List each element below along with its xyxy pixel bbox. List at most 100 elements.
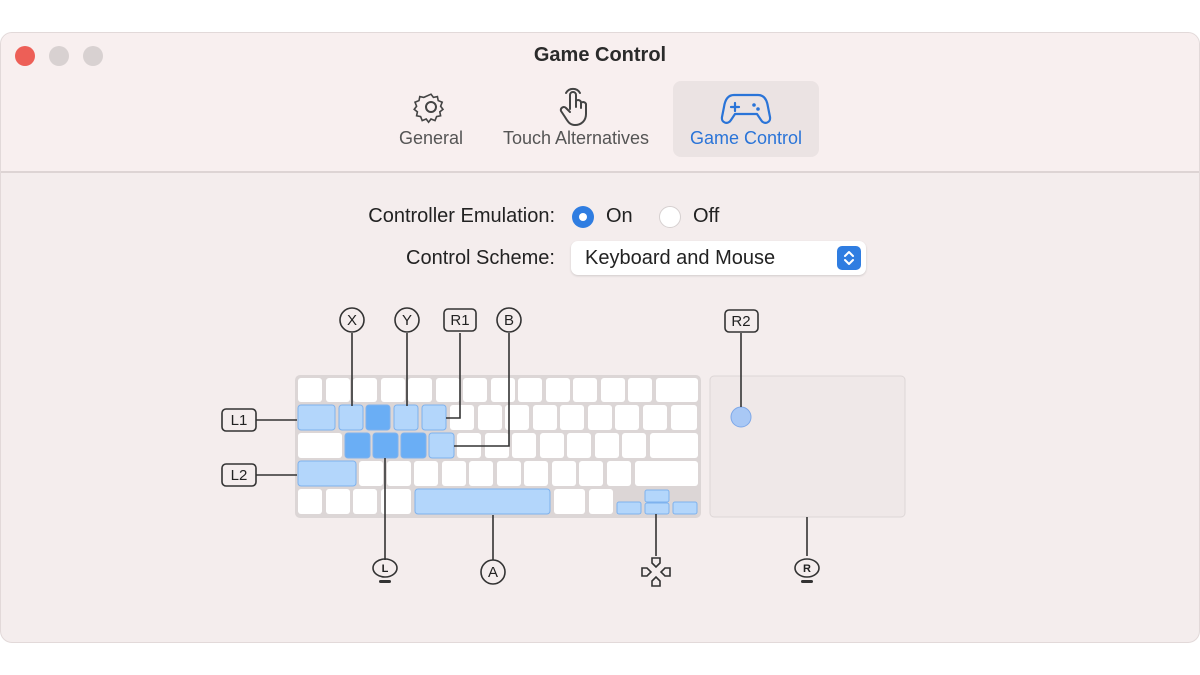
tab-game-control[interactable]: Game Control [673, 81, 819, 157]
control-scheme-value: Keyboard and Mouse [585, 247, 776, 269]
key [601, 378, 625, 402]
key [353, 489, 377, 514]
mapped-key [297, 404, 336, 431]
key [353, 378, 377, 402]
key [326, 489, 350, 514]
key [491, 378, 515, 402]
right-stick-icon: R [794, 558, 820, 583]
mapped-key [400, 432, 427, 459]
key [650, 433, 698, 458]
tab-general[interactable]: General [389, 81, 473, 157]
svg-text:L2: L2 [231, 467, 248, 484]
key [607, 461, 631, 486]
key [442, 461, 466, 486]
key [524, 461, 548, 486]
key [298, 433, 342, 458]
toolbar: Game Control General Touch Alternatives [1, 33, 1199, 173]
tab-label: Game Control [689, 128, 803, 148]
key [512, 433, 536, 458]
svg-text:Y: Y [402, 312, 412, 329]
key [478, 405, 502, 430]
mapped-key [297, 460, 357, 487]
on-label: On [606, 205, 633, 227]
key [567, 433, 591, 458]
key [387, 461, 411, 486]
key [298, 489, 322, 514]
emulation-off-radio[interactable] [659, 206, 681, 228]
r1-button-label: R1 [443, 308, 477, 332]
r2-button-label: R2 [724, 309, 759, 333]
gear-icon [413, 93, 445, 124]
key [298, 378, 322, 402]
control-scheme-select[interactable]: Keyboard and Mouse [571, 241, 866, 275]
gamecontroller-icon [720, 93, 772, 124]
key [656, 378, 698, 402]
mapped-key [393, 404, 419, 431]
key [546, 378, 570, 402]
key [450, 405, 474, 430]
hand-tap-icon [559, 87, 587, 126]
y-button-label: Y [394, 307, 420, 333]
key [463, 378, 487, 402]
key [595, 433, 619, 458]
key [381, 489, 411, 514]
key [622, 433, 646, 458]
key [436, 378, 460, 402]
svg-text:X: X [347, 312, 357, 329]
control-scheme-label: Control Scheme: [406, 247, 555, 269]
tab-label: General [398, 128, 464, 148]
svg-text:R2: R2 [731, 313, 750, 330]
key [497, 461, 521, 486]
key [533, 405, 557, 430]
key [540, 433, 564, 458]
key [635, 461, 698, 486]
key [469, 461, 493, 486]
controller-emulation-label: Controller Emulation: [368, 205, 555, 227]
key [518, 378, 542, 402]
key [615, 405, 639, 430]
key [381, 378, 405, 402]
key [554, 489, 585, 514]
key [671, 405, 697, 430]
mapped-key [421, 404, 447, 431]
mapped-key [344, 432, 371, 459]
key [359, 461, 383, 486]
minimize-button[interactable] [49, 46, 69, 66]
key [579, 461, 603, 486]
key [326, 378, 350, 402]
off-label: Off [693, 205, 720, 227]
svg-text:R1: R1 [450, 312, 469, 329]
mapped-key [414, 488, 551, 515]
key [573, 378, 597, 402]
mouse-pointer-marker [730, 406, 752, 428]
tab-touch-alternatives[interactable]: Touch Alternatives [487, 81, 665, 157]
x-button-label: X [339, 307, 365, 333]
left-stick-icon: L [372, 558, 398, 583]
svg-text:L: L [382, 563, 389, 575]
b-button-label: B [496, 307, 522, 333]
game-control-window: Game Control General Touch Alternatives [0, 32, 1200, 643]
key [588, 405, 612, 430]
chevron-updown-icon [837, 246, 861, 270]
dpad-icon [641, 557, 671, 587]
a-button-label: A [480, 559, 506, 585]
close-button[interactable] [15, 46, 35, 66]
key [505, 405, 529, 430]
arrow-key [644, 489, 670, 503]
svg-text:B: B [504, 312, 514, 329]
key [552, 461, 576, 486]
key [414, 461, 438, 486]
svg-text:A: A [488, 564, 498, 581]
key [643, 405, 667, 430]
key [628, 378, 652, 402]
mapped-key [365, 404, 391, 431]
zoom-button[interactable] [83, 46, 103, 66]
key [589, 489, 613, 514]
emulation-on-radio[interactable] [572, 206, 594, 228]
tab-label: Touch Alternatives [502, 128, 650, 148]
arrow-key [672, 501, 698, 515]
key [408, 378, 432, 402]
l2-button-label: L2 [221, 463, 257, 487]
l1-button-label: L1 [221, 408, 257, 432]
